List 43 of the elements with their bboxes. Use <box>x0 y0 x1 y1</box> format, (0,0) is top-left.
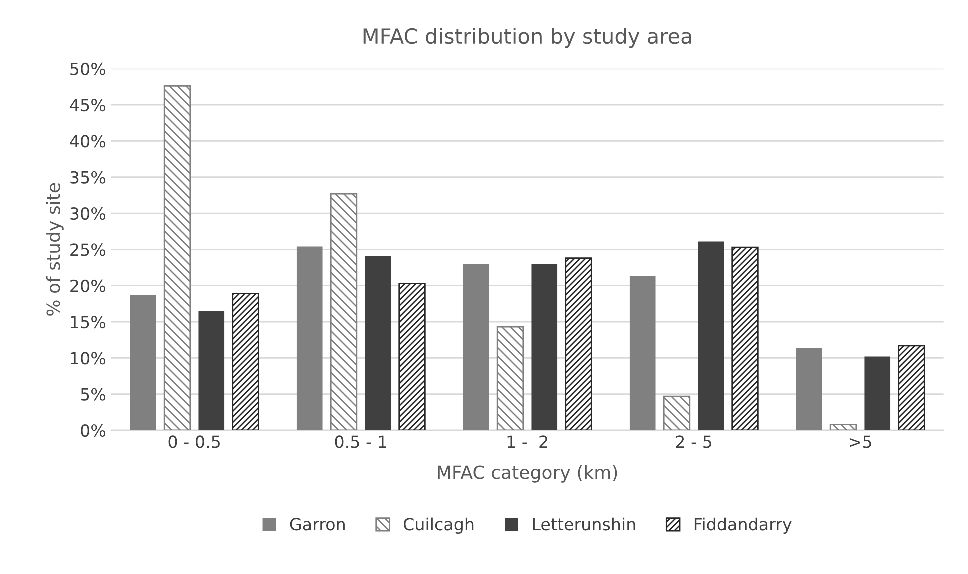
x-tick-label: 2 - 5 <box>676 436 712 448</box>
x-tick-label: >5 <box>850 436 872 448</box>
legend-label: Fiddandarry <box>694 518 792 534</box>
y-tick-label: 10% <box>71 352 106 365</box>
y-tick-label: 5% <box>81 388 106 401</box>
legend-label: Letterunshin <box>533 518 636 531</box>
bar <box>496 326 524 430</box>
y-tick-label: 15% <box>71 316 106 329</box>
bar <box>796 348 822 430</box>
x-tick-label: 1 - 2 <box>508 436 548 448</box>
bar <box>565 258 592 430</box>
y-tick-label: 50% <box>70 62 106 76</box>
x-axis-title: MFAC category (km) <box>438 465 618 483</box>
y-tick-label: 40% <box>70 135 106 148</box>
y-tick-label: 30% <box>70 207 106 220</box>
bar <box>198 311 225 430</box>
bar <box>864 356 891 430</box>
bar <box>164 86 192 430</box>
x-tick-label: 0.5 - 1 <box>335 436 386 448</box>
bar <box>232 293 260 430</box>
bar <box>398 282 426 430</box>
y-tick-label: 20% <box>70 280 106 292</box>
y-tick-label: 45% <box>70 99 106 112</box>
y-tick-label: 35% <box>70 171 106 184</box>
bar <box>732 246 759 430</box>
legend-label: Cuilcagh <box>404 518 474 534</box>
bar <box>463 264 490 430</box>
bar <box>698 242 724 430</box>
bar <box>296 246 323 430</box>
bar <box>630 276 656 430</box>
bar <box>898 345 926 430</box>
y-tick-label: 0% <box>81 424 106 438</box>
x-tick-label: 0 - 0.5 <box>168 436 220 448</box>
bar <box>365 256 392 430</box>
bar <box>663 396 691 430</box>
y-tick-label: 25% <box>70 244 106 256</box>
legend-label: Garron <box>290 518 345 531</box>
y-axis-title: % of study site <box>46 183 64 316</box>
bar <box>830 424 858 430</box>
bar <box>330 193 358 430</box>
chart-title: MFAC distribution by study area <box>364 28 692 48</box>
bar <box>532 264 558 430</box>
bar <box>130 295 156 430</box>
